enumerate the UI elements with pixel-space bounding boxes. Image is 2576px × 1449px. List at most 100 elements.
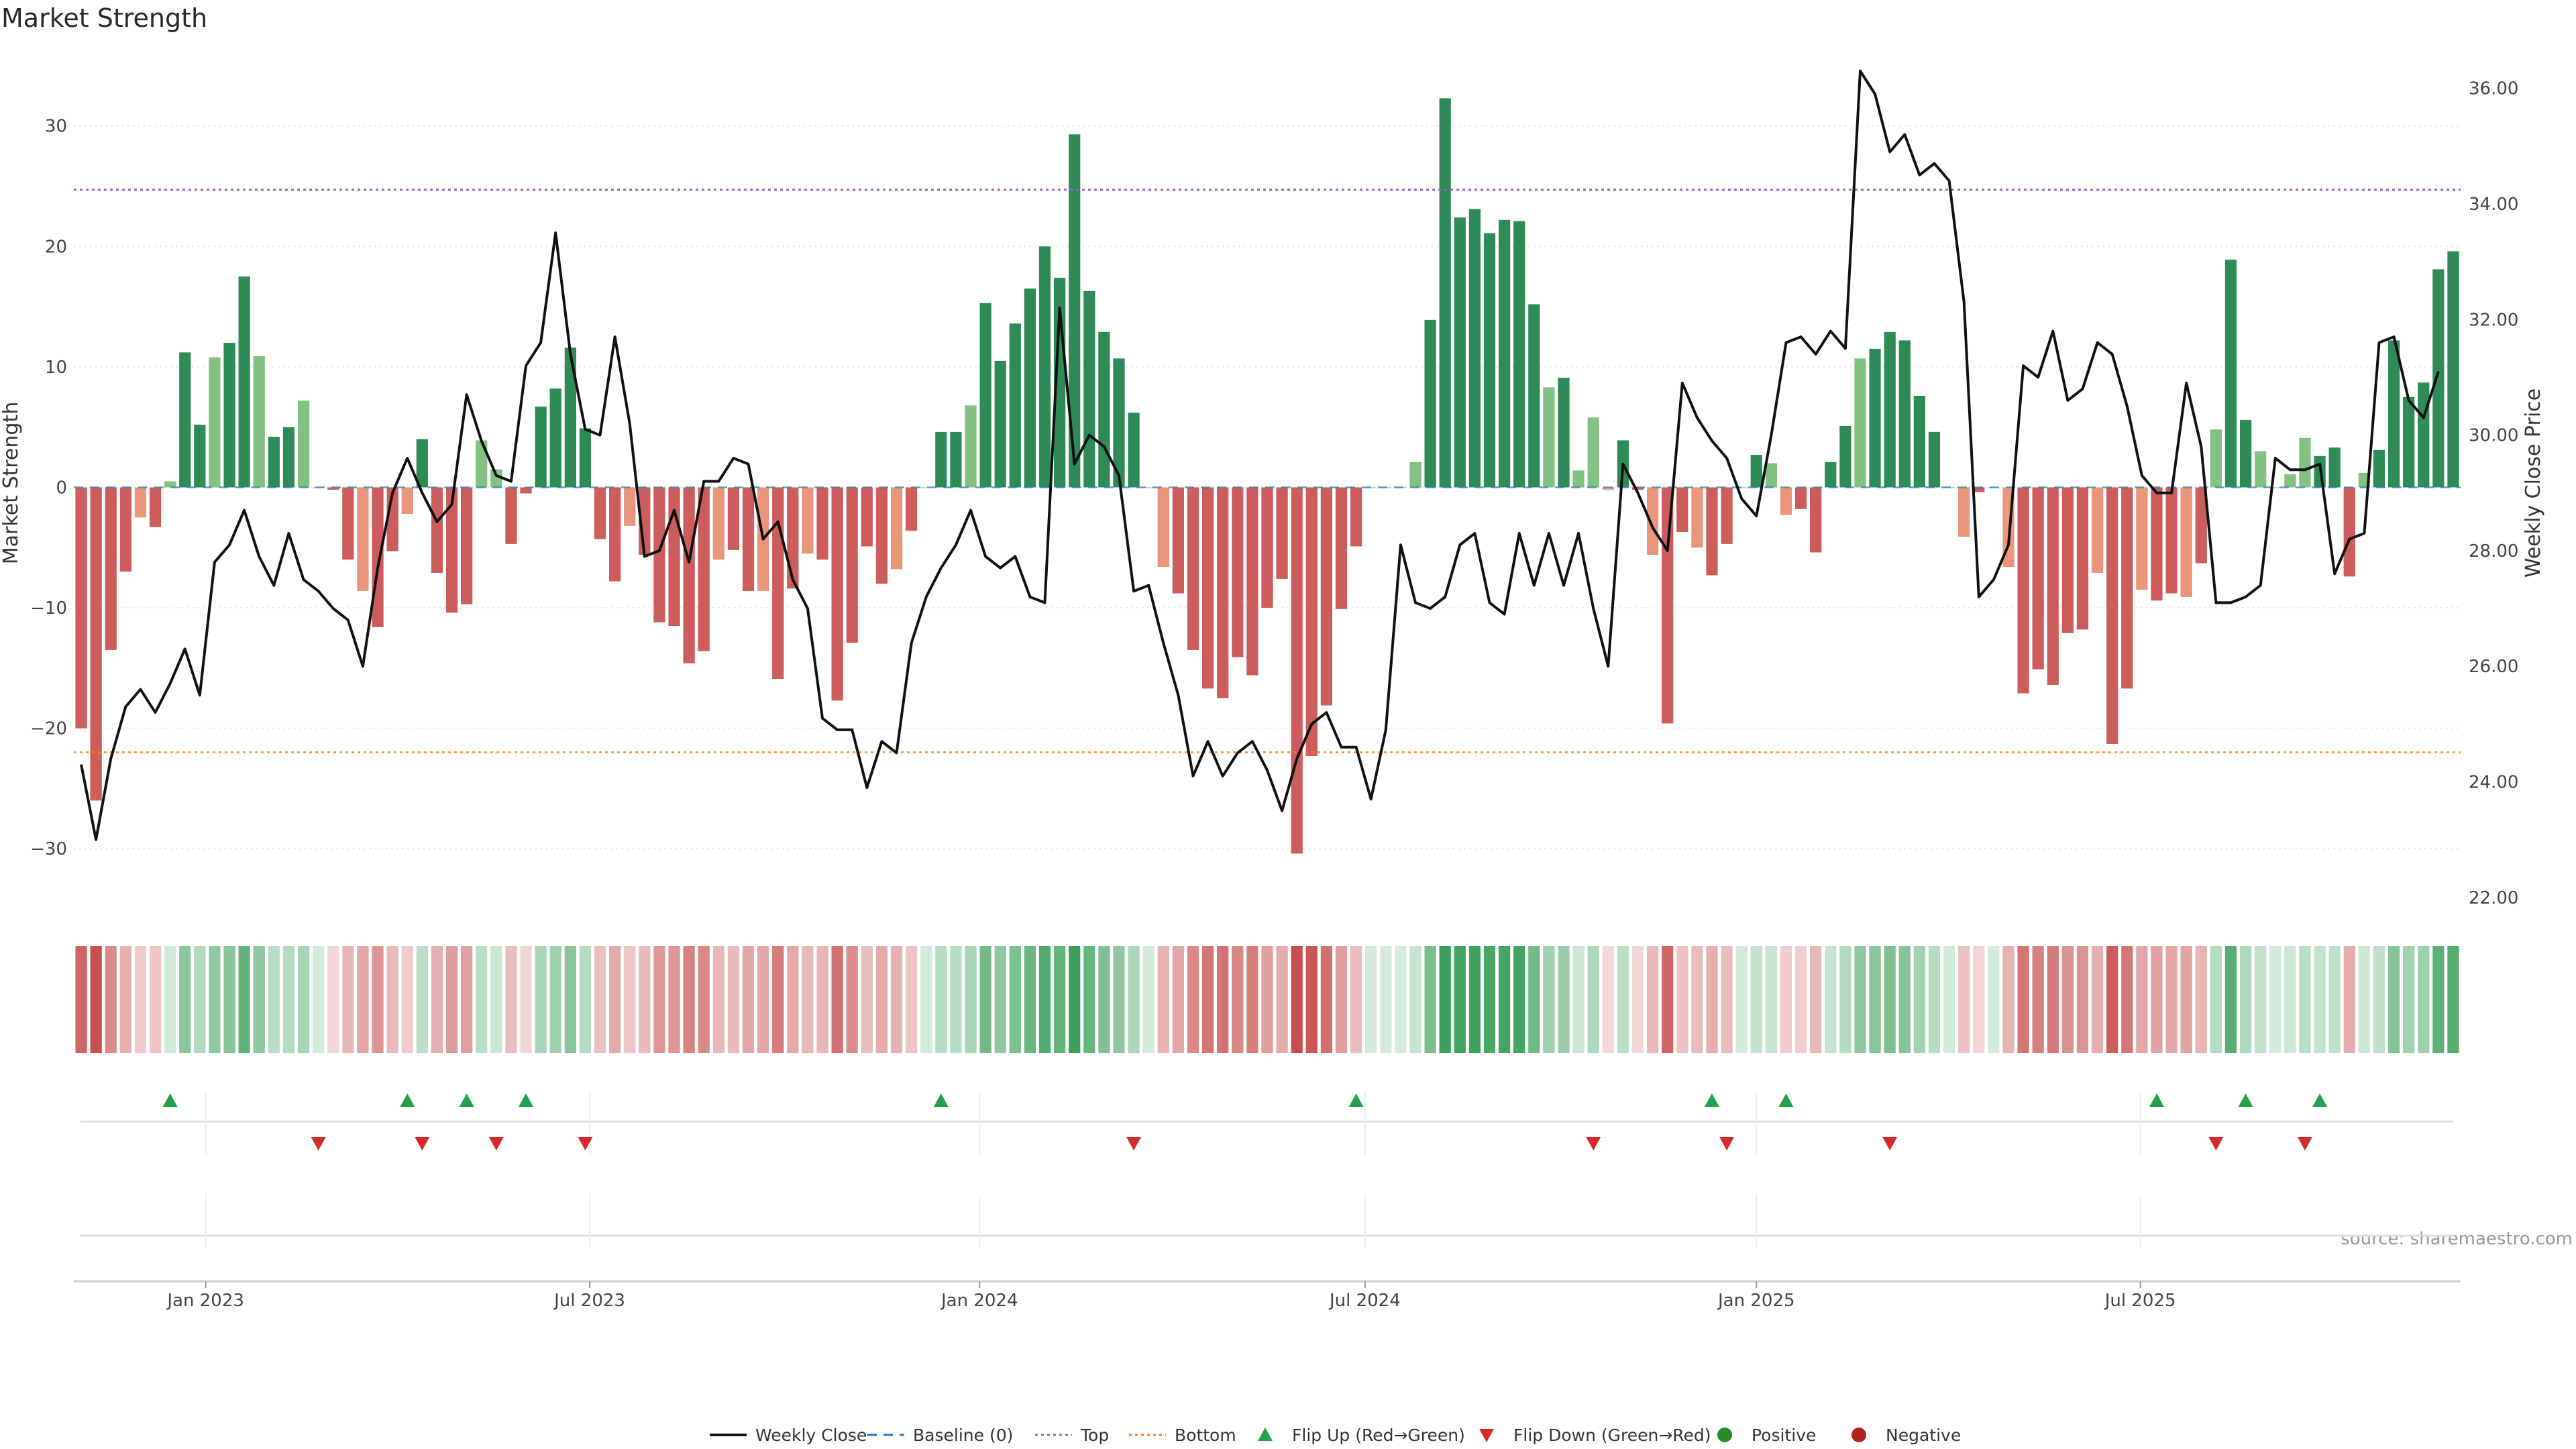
bar-60 [965,405,977,488]
heat-cell-11 [238,946,250,1053]
bar-101 [1572,470,1585,488]
heat-cell-150 [2299,946,2311,1053]
heat-cell-99 [1543,946,1555,1053]
weekly-close-line [80,69,2440,841]
heat-cell-98 [1528,946,1540,1053]
bar-6 [164,481,176,488]
bar-92 [1439,98,1451,488]
bar-103 [1602,487,1614,490]
heat-cell-116 [1794,946,1807,1053]
bar-14 [282,427,295,488]
heat-cell-42 [698,946,710,1053]
legend-label-1: Baseline (0) [913,1426,1013,1445]
bar-157 [2403,396,2415,488]
axis-ticks: −30 −20 −10 0 10 20 30 22.00 24.00 26.00 28.00 30.0… [30,79,2518,908]
bar-30 [520,487,532,494]
heat-cell-160 [2447,946,2459,1053]
bar-53 [861,487,873,547]
heat-cell-32 [549,946,561,1053]
bar-28 [490,469,502,488]
bar-69 [1098,331,1110,488]
legend-label-4: Flip Up (Red→Green) [1292,1426,1465,1445]
bar-15 [297,400,310,488]
bar-86 [1350,487,1362,547]
heat-cell-38 [639,946,651,1053]
bar-133 [2047,487,2059,685]
bar-93 [1454,217,1466,488]
heat-cell-4 [134,946,147,1053]
flip-up-2 [459,1093,474,1107]
bar-25 [445,487,458,613]
heat-cell-109 [1691,946,1703,1053]
heat-cell-132 [2032,946,2044,1053]
bar-39 [653,487,665,623]
flip-markers [80,1092,2454,1248]
heat-cell-95 [1483,946,1496,1053]
heat-cell-71 [1128,946,1140,1053]
legend-item-6: Positive [1717,1426,1816,1445]
y2-tick-3: 28.00 [2469,541,2518,561]
heat-cell-72 [1142,946,1155,1053]
heat-cell-144 [2210,946,2222,1053]
bar-55 [890,487,903,570]
bar-3 [119,487,131,572]
bar-80 [1261,487,1273,608]
bar-109 [1691,487,1703,548]
bar-131 [2017,487,2029,694]
strength-bars [75,98,2459,854]
x-tick-3: Jul 2024 [1328,1291,1401,1311]
heat-cell-33 [564,946,576,1053]
heat-cell-41 [683,946,695,1053]
heat-cell-29 [505,946,517,1053]
heat-cell-103 [1602,946,1614,1053]
heat-cell-64 [1024,946,1036,1053]
heat-cell-133 [2047,946,2059,1053]
bar-114 [1765,463,1777,488]
bar-132 [2032,487,2044,669]
heat-cell-155 [2373,946,2385,1053]
heat-cell-137 [2106,946,2118,1053]
bar-35 [594,487,606,539]
heat-cell-7 [179,946,191,1053]
flip-up-3 [519,1093,534,1107]
heat-cell-65 [1038,946,1051,1053]
bar-42 [698,487,710,651]
bar-94 [1468,209,1481,488]
bar-71 [1128,413,1140,488]
bar-64 [1024,288,1036,488]
bar-108 [1676,487,1688,532]
bar-85 [1335,487,1348,609]
heat-cell-2 [105,946,117,1053]
heat-cell-94 [1468,946,1481,1053]
heat-cell-74 [1172,946,1185,1053]
bar-137 [2106,487,2118,744]
bar-84 [1320,487,1333,706]
bar-17 [327,487,339,490]
bar-123 [1898,340,1911,488]
flip-up-5 [1348,1093,1364,1107]
heat-cell-80 [1261,946,1273,1053]
heat-cell-27 [476,946,488,1053]
heat-cell-113 [1750,946,1762,1053]
heat-cell-35 [594,946,606,1053]
legend-item-1: Baseline (0) [867,1426,1013,1445]
bar-68 [1083,290,1095,488]
bar-153 [2343,487,2355,577]
bar-142 [2180,487,2192,597]
flip-down-8 [2208,1137,2224,1150]
bar-24 [431,487,443,573]
legend-swatch-5 [1479,1429,1494,1442]
heat-cell-12 [253,946,265,1053]
heat-cell-15 [297,946,310,1053]
heat-cell-47 [772,946,784,1053]
heat-cell-108 [1676,946,1688,1053]
heat-cell-54 [875,946,888,1053]
flip-down-4 [1126,1137,1142,1150]
y-tick-4: 10 [45,358,67,378]
y2-tick-7: 36.00 [2469,79,2518,99]
heat-cell-102 [1587,946,1599,1053]
heat-cell-138 [2121,946,2133,1053]
weekly-close-path [80,69,2440,841]
heat-cell-3 [119,946,131,1053]
bar-105 [1631,487,1644,490]
